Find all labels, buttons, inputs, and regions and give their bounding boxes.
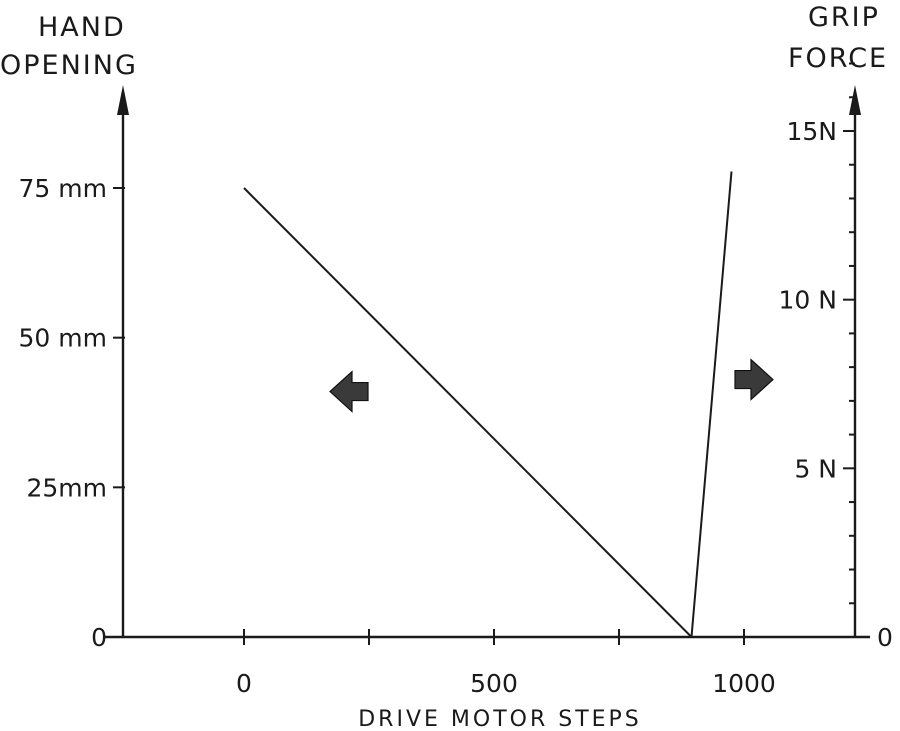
- arrow-left-icon: [329, 370, 369, 413]
- x-tick-label: 1000: [712, 669, 776, 698]
- right-axis-title: GRIP FORCE: [788, 2, 888, 74]
- right-tick-label: 0: [877, 623, 893, 652]
- right-axis-arrowhead: [849, 85, 861, 115]
- left-axis-title-line-1: HAND: [38, 12, 126, 43]
- axes: [103, 85, 870, 639]
- left-axis-arrowhead: [117, 85, 129, 115]
- x-axis-title: DRIVE MOTOR STEPS: [358, 707, 642, 731]
- left-tick-label: 25mm: [26, 473, 107, 502]
- x-tick-label: 0: [236, 669, 252, 698]
- series: [243, 171, 733, 638]
- right-axis-title-line-1: GRIP: [808, 2, 880, 33]
- left-axis-title: HAND OPENING: [0, 12, 138, 81]
- right-tick-label: 10 N: [779, 286, 837, 315]
- right-tick-label: 5 N: [794, 454, 837, 483]
- grip-force-line: [690, 171, 733, 638]
- ticks: 0 500 1000 0 25mm 50 mm 75 mm 0 5 N 10 N 15N: [19, 62, 893, 698]
- right-axis-title-line-2: FORCE: [788, 43, 888, 74]
- left-tick-label: 50 mm: [19, 324, 107, 353]
- hand-opening-line: [243, 187, 693, 638]
- annotations: [329, 358, 774, 413]
- left-axis-title-line-2: OPENING: [0, 50, 138, 81]
- left-tick-label: 0: [91, 623, 107, 652]
- arrow-right-icon: [734, 358, 774, 401]
- left-tick-label: 75 mm: [19, 174, 107, 203]
- right-tick-label: 15N: [786, 117, 837, 146]
- x-tick-label: 500: [470, 669, 518, 698]
